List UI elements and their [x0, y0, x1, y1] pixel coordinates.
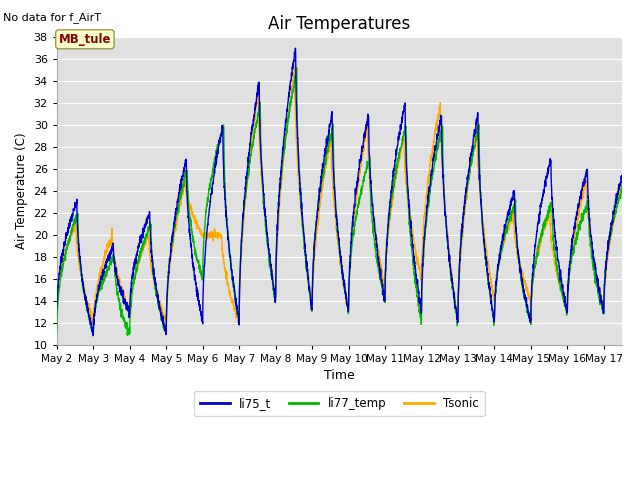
Y-axis label: Air Temperature (C): Air Temperature (C): [15, 133, 28, 250]
Legend: li75_t, li77_temp, Tsonic: li75_t, li77_temp, Tsonic: [194, 391, 485, 416]
Text: MB_tule: MB_tule: [59, 33, 111, 46]
Text: No data for f_AirT: No data for f_AirT: [3, 12, 101, 23]
X-axis label: Time: Time: [324, 370, 355, 383]
Title: Air Temperatures: Air Temperatures: [268, 15, 411, 33]
